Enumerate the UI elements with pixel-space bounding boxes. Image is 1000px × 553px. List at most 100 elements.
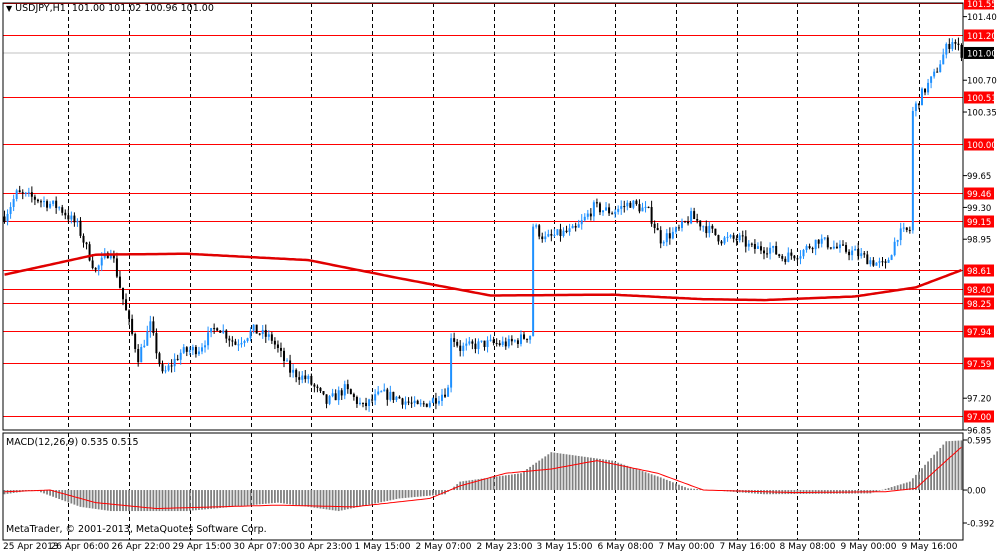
macd-bar: [921, 468, 923, 491]
x-tick-label: 1 May 15:00: [355, 542, 411, 552]
y-tick-label: 100.35: [967, 109, 997, 119]
level-label: 97.59: [967, 360, 991, 370]
candle-bear: [817, 239, 820, 244]
candle-bear: [131, 318, 134, 334]
candle-bull: [501, 341, 504, 345]
candle-bear: [595, 202, 598, 204]
candle-bull: [823, 237, 826, 239]
macd-bar: [571, 455, 574, 491]
macd-frame: [2, 432, 964, 541]
candle-bull: [902, 227, 905, 229]
macd-bar: [793, 490, 796, 494]
candle-bear: [483, 340, 486, 348]
candle-bull: [893, 241, 896, 256]
macd-bar: [359, 490, 361, 507]
macd-bar: [331, 490, 334, 511]
candle-bull: [723, 237, 726, 244]
candle-bear: [295, 369, 298, 378]
candle-bear: [289, 360, 292, 373]
macd-bar: [915, 474, 917, 491]
candle-bull: [854, 249, 857, 251]
macd-bar: [155, 490, 158, 512]
level-tag: [964, 91, 994, 104]
candle-bull: [58, 207, 61, 209]
x-tick-label: 7 May 00:00: [659, 542, 715, 552]
macd-bar: [629, 466, 632, 491]
macd-bar: [240, 490, 243, 507]
candle-bear: [33, 196, 36, 200]
candle-bull: [140, 347, 143, 363]
candle-bull: [738, 235, 741, 241]
macd-bar: [43, 490, 45, 494]
level-tag: [964, 325, 994, 338]
macd-bar: [328, 490, 331, 510]
macd-bar: [462, 481, 465, 491]
candle-bull: [942, 54, 945, 65]
level-label: 98.25: [967, 300, 991, 310]
macd-bar: [52, 490, 55, 497]
candle-bear: [225, 330, 228, 339]
candle-bear: [425, 403, 428, 407]
candle-bear: [313, 384, 316, 387]
y-tick-label: 97.20: [967, 395, 991, 405]
macd-bar: [261, 490, 264, 505]
macd-bar: [468, 480, 471, 491]
macd-bar: [40, 490, 42, 493]
candle-bull: [200, 347, 203, 352]
macd-bar: [480, 478, 483, 491]
candle-bear: [611, 213, 614, 215]
candle-bull: [556, 229, 559, 235]
macd-bar: [243, 490, 246, 506]
x-tick-label: 29 Apr 15:00: [173, 542, 232, 552]
candle-bull: [851, 250, 854, 256]
candle-bull: [617, 208, 620, 212]
candle-bear: [753, 243, 756, 249]
x-tick-label: 2 May 07:00: [416, 542, 472, 552]
candle-bull: [428, 402, 431, 407]
level-tag: [964, 297, 994, 310]
macd-bar: [665, 479, 668, 491]
candle-bear: [796, 258, 799, 260]
candle-bear: [61, 207, 64, 213]
macd-bar: [896, 485, 899, 491]
dropdown-triangle-icon[interactable]: ▼: [6, 4, 13, 13]
macd-signal-line: [4, 446, 962, 509]
candle-bull: [477, 341, 480, 350]
macd-bar: [438, 490, 440, 495]
candle-bull: [292, 369, 295, 373]
y-tick-label: 101.40: [967, 13, 997, 23]
macd-bar: [298, 490, 301, 506]
candle-bull: [641, 207, 644, 212]
candle-bull: [519, 334, 522, 344]
macd-header: MACD(12,26,9) 0.535 0.515: [6, 437, 139, 448]
level-tag: [964, 264, 994, 277]
macd-bar: [614, 461, 617, 491]
macd-bar: [246, 490, 249, 506]
macd-bar: [933, 454, 936, 491]
x-tick-label: 30 Apr 23:00: [294, 542, 353, 552]
candle-bear: [362, 402, 364, 404]
macd-bar: [213, 490, 216, 509]
candle-bear: [574, 225, 577, 228]
candle-bear: [194, 346, 197, 355]
candle-bear: [790, 252, 793, 256]
macd-bar: [559, 453, 562, 491]
macd-bar: [507, 474, 510, 491]
candle-bull: [240, 342, 243, 345]
level-label: 97.94: [967, 328, 991, 338]
candle-bear: [219, 330, 222, 333]
candle-bear: [720, 241, 723, 244]
candle-bear: [304, 375, 307, 380]
macd-bar: [91, 490, 94, 509]
candle-bear: [835, 246, 838, 249]
candle-bull: [191, 346, 194, 351]
macd-bar: [638, 470, 641, 491]
current-price-label: 101.00: [967, 49, 997, 59]
macd-bar: [893, 486, 896, 491]
level-label: 98.61: [967, 267, 991, 277]
candle-bull: [729, 235, 732, 237]
macd-bar: [951, 440, 954, 491]
macd-bar: [383, 490, 386, 502]
macd-bar: [280, 490, 282, 504]
